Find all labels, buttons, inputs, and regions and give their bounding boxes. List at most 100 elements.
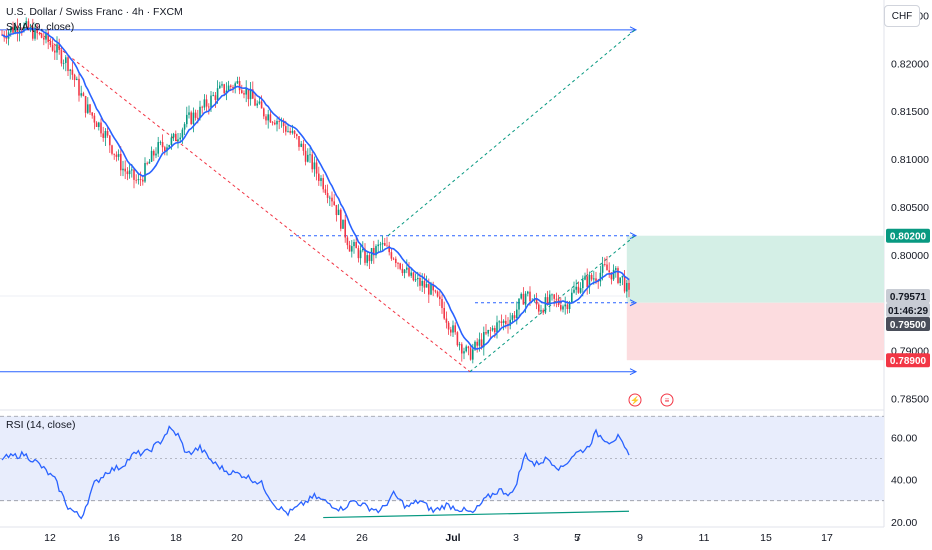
candle-body	[133, 169, 135, 180]
candle-body	[588, 274, 591, 288]
candle-body	[168, 144, 170, 148]
candle-body	[91, 112, 93, 116]
candle-body	[282, 120, 285, 127]
time-tick-label: 15	[760, 532, 772, 544]
candle-body	[313, 162, 316, 170]
candle-body	[502, 320, 505, 324]
currency-button[interactable]: CHF	[884, 5, 920, 27]
candle-body	[362, 248, 364, 251]
candle-body	[619, 277, 621, 283]
green-dashed-trendline[interactable]	[387, 29, 636, 237]
candle-body	[291, 130, 294, 133]
candle-body	[626, 282, 628, 292]
candle-body	[267, 114, 269, 121]
time-tick-label: 3	[513, 532, 519, 544]
candle-body	[87, 104, 89, 113]
candle-body	[16, 26, 19, 34]
candle-body	[10, 27, 12, 33]
candle-body	[324, 189, 327, 193]
candle-body	[203, 99, 206, 108]
lightning-event-icon[interactable]: ⚡	[628, 393, 642, 407]
candle-body	[318, 173, 320, 181]
candle-body	[175, 133, 177, 142]
candle-body	[621, 275, 624, 278]
rsi-divergence-line[interactable]	[323, 510, 630, 519]
candle-body	[179, 137, 181, 140]
candle-body	[447, 322, 450, 330]
rsi-tick-label: 60.00	[891, 432, 917, 444]
candle-body	[419, 277, 421, 286]
candle-body	[505, 320, 507, 324]
red-dashed-trendline[interactable]	[29, 24, 471, 373]
candle-body	[529, 291, 531, 302]
candle-body	[289, 131, 291, 133]
candle-body	[518, 298, 520, 310]
candle-body	[192, 112, 195, 124]
candle-body	[285, 126, 287, 132]
candle-body	[340, 209, 342, 229]
candle-body	[582, 279, 584, 289]
candle-body	[428, 284, 430, 295]
candle-body	[223, 84, 225, 94]
candle-body	[511, 315, 514, 320]
candle-body	[32, 26, 34, 39]
candle-body	[522, 293, 525, 305]
candle-body	[234, 83, 236, 89]
lightning-event-icon-glyph: ⚡	[630, 395, 640, 405]
price-badge	[886, 302, 930, 317]
candle-body	[344, 219, 346, 238]
rsi-line	[1, 425, 630, 520]
candle-body	[364, 248, 366, 263]
candle-body	[485, 332, 487, 334]
candle-body	[62, 62, 65, 64]
time-tick-label: 26	[356, 532, 368, 544]
candle-body	[197, 117, 199, 119]
candle-body	[76, 78, 78, 81]
candle-body	[535, 298, 538, 305]
price-tick-label: 0.82000	[891, 58, 929, 70]
candle-body	[60, 50, 63, 64]
candle-body	[623, 275, 626, 292]
candle-body	[546, 297, 549, 304]
candle-body	[606, 264, 608, 271]
candle-body	[392, 258, 395, 260]
candle-body	[40, 33, 43, 38]
candle-body	[542, 310, 544, 313]
candle-body	[157, 142, 159, 154]
candle-body	[489, 329, 492, 331]
candle-body	[436, 291, 439, 297]
candle-body	[527, 291, 529, 294]
candle-body	[128, 170, 131, 175]
candle-body	[164, 147, 166, 152]
candle-body	[73, 74, 76, 81]
candle-body	[474, 341, 476, 350]
candle-body	[51, 44, 54, 51]
candle-body	[34, 27, 36, 39]
candle-body	[469, 348, 472, 360]
candle-body	[276, 120, 278, 125]
candle-body	[388, 245, 390, 253]
candle-body	[115, 154, 118, 157]
candle-body	[238, 81, 241, 91]
us-flag-event-icon[interactable]: ≡	[660, 393, 674, 407]
candle-body	[397, 262, 399, 264]
candle-body	[201, 106, 203, 108]
candle-body	[463, 351, 465, 354]
candle-body	[575, 286, 577, 290]
candle-body	[252, 89, 254, 99]
candle-body	[258, 101, 261, 104]
candle-body	[348, 245, 351, 252]
candle-body	[245, 88, 247, 95]
candle-body	[199, 106, 201, 119]
candle-body	[461, 344, 463, 354]
candle-body	[304, 150, 307, 162]
candle-body	[153, 150, 155, 156]
candle-body	[278, 120, 280, 122]
candle-body	[296, 134, 298, 137]
candle-body	[520, 293, 522, 299]
candle-body	[604, 264, 606, 265]
candle-body	[225, 90, 228, 94]
candle-body	[586, 276, 588, 288]
candle-body	[483, 332, 485, 348]
